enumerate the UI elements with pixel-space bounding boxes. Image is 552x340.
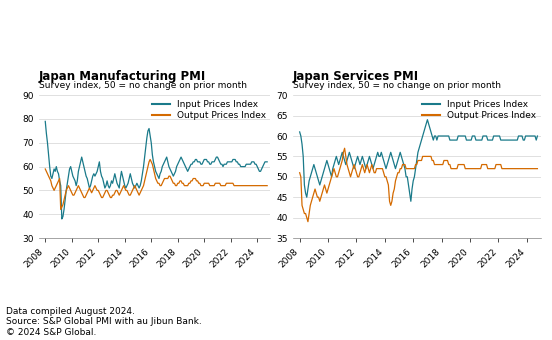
Text: Japan Services PMI: Japan Services PMI bbox=[293, 70, 418, 83]
Text: Data compiled August 2024.
Source: S&P Global PMI with au Jibun Bank.
© 2024 S&P: Data compiled August 2024. Source: S&P G… bbox=[6, 307, 201, 337]
Legend: Input Prices Index, Output Prices Index: Input Prices Index, Output Prices Index bbox=[422, 100, 537, 120]
Text: Survey index, 50 = no change on prior month: Survey index, 50 = no change on prior mo… bbox=[39, 81, 247, 90]
Text: Survey index, 50 = no change on prior month: Survey index, 50 = no change on prior mo… bbox=[293, 81, 501, 90]
Legend: Input Prices Index, Output Prices Index: Input Prices Index, Output Prices Index bbox=[152, 100, 266, 120]
Text: Japan Manufacturing PMI: Japan Manufacturing PMI bbox=[39, 70, 206, 83]
